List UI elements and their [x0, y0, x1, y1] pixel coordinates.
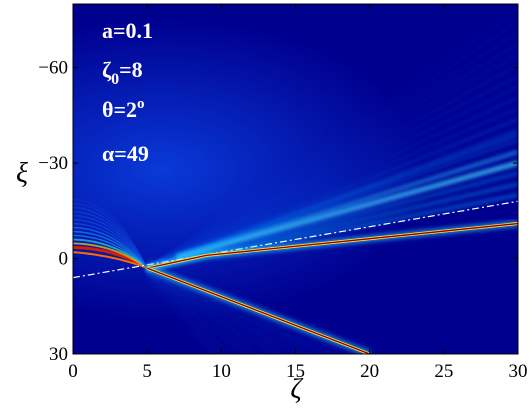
bright-ray	[146, 220, 518, 272]
fringe-line	[146, 21, 518, 269]
ray-core	[147, 222, 518, 269]
parameter-annotations: a=0.1 ζ0=8 θ=2o α=49	[102, 18, 153, 166]
x-tick-label: 0	[68, 361, 78, 382]
beam-arc	[73, 226, 148, 269]
x-tick-label: 5	[142, 361, 152, 382]
lower-fringe	[145, 266, 253, 354]
y-tick-label: 0	[59, 249, 69, 270]
x-tick-label: 10	[212, 361, 231, 382]
y-axis-label: ξ	[16, 158, 28, 189]
fringe-line	[146, 74, 518, 270]
fringe-line	[146, 118, 518, 270]
fringe-band	[176, 133, 518, 259]
beam-arc	[73, 206, 148, 269]
x-tick-label: 20	[360, 361, 379, 382]
fringe-line	[146, 53, 518, 269]
beam-arc	[73, 198, 148, 269]
x-tick-label: 15	[286, 361, 305, 382]
annotation-zeta0: ζ0=8	[102, 57, 143, 88]
bright-ray	[145, 264, 371, 354]
fringe-line	[146, 96, 518, 270]
y-tick-label: −30	[38, 153, 68, 174]
annotation-theta: θ=2o	[102, 96, 145, 122]
lower-fringe	[146, 266, 282, 354]
beam-arc	[73, 214, 148, 269]
annotation-a: a=0.1	[102, 18, 153, 43]
x-tick-label: 30	[509, 361, 528, 382]
beam-arc	[73, 218, 148, 269]
annotation-alpha: α=49	[102, 141, 149, 166]
fringe-line	[146, 42, 518, 269]
field-layer	[73, 10, 518, 354]
fringe-band	[176, 161, 518, 259]
fringe-fan	[146, 10, 518, 270]
ray-core	[146, 267, 370, 354]
fringe-line	[146, 107, 518, 270]
fringe-line	[146, 85, 518, 270]
y-tick-label: −60	[38, 58, 68, 79]
fringe-line	[146, 64, 518, 269]
fringe-line	[146, 10, 518, 269]
lower-fringe	[145, 266, 223, 354]
beam-arc	[73, 210, 148, 269]
source-beam	[73, 198, 148, 270]
fringe-line	[146, 31, 518, 269]
x-tick-label: 25	[434, 361, 453, 382]
x-axis-label: ζ	[290, 374, 303, 404]
y-tick-label: 30	[49, 344, 68, 365]
lower-fringe	[146, 266, 312, 354]
beam-arc-inner	[73, 251, 148, 270]
beam-arc	[73, 222, 148, 269]
fringe-band	[176, 150, 518, 259]
beam-arc	[73, 202, 148, 269]
